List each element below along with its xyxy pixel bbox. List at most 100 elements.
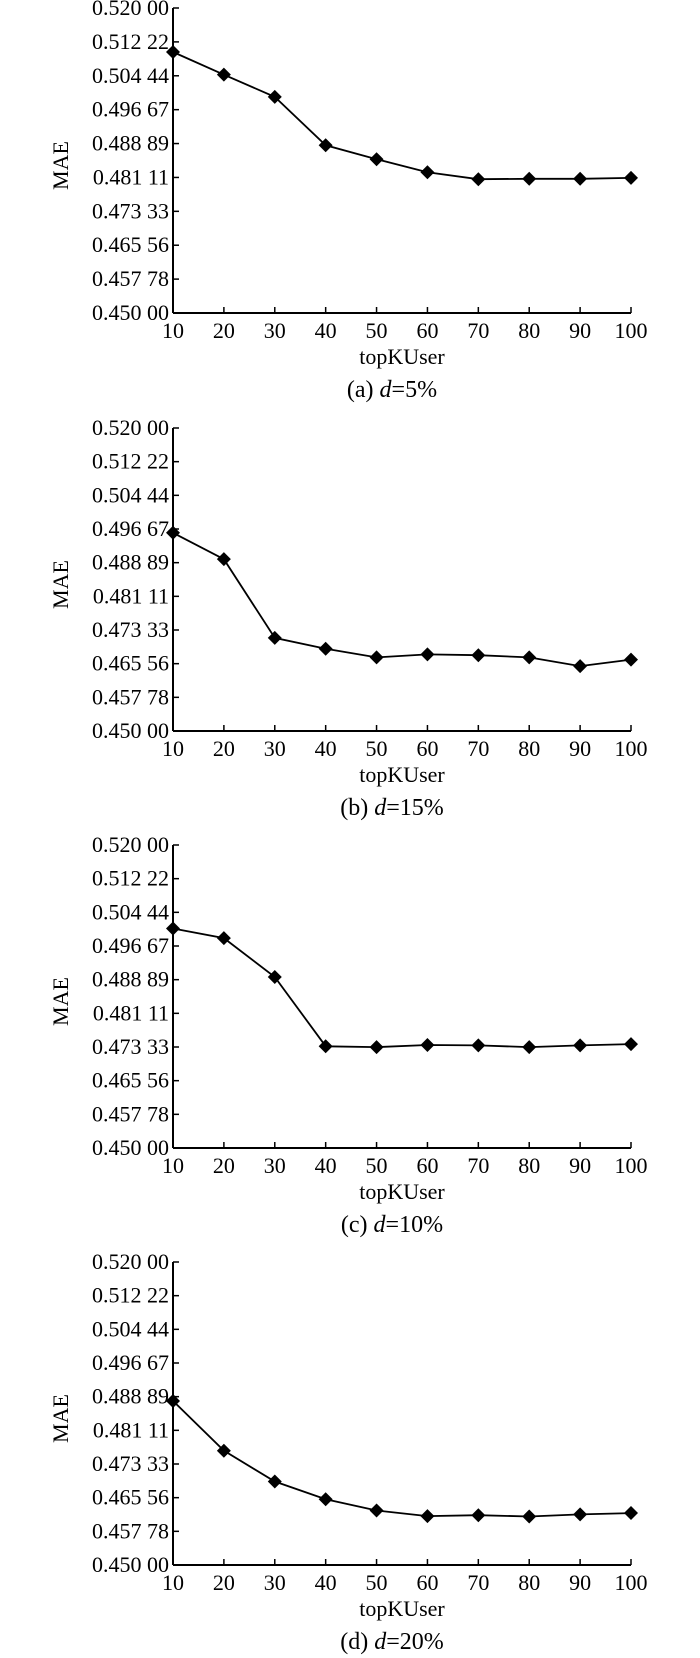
x-tick-label: 90 xyxy=(569,1570,591,1595)
y-tick-label: 0.496 67 xyxy=(92,516,169,541)
series-line xyxy=(172,1400,632,1518)
data-point xyxy=(471,1038,486,1053)
y-tick-label: 0.512 22 xyxy=(92,29,169,54)
data-point xyxy=(573,1507,588,1522)
y-tick-label: 0.496 67 xyxy=(92,97,169,122)
caption-suffix: =10% xyxy=(386,1212,444,1238)
data-point xyxy=(624,170,638,185)
y-tick-label: 0.481 11 xyxy=(93,1000,169,1025)
y-tick-label: 0.450 00 xyxy=(92,1552,169,1577)
data-point xyxy=(267,1474,282,1489)
y-tick-label: 0.488 89 xyxy=(92,1384,169,1409)
y-tick-label: 0.520 00 xyxy=(92,0,169,20)
data-point xyxy=(624,1506,638,1521)
series-line xyxy=(172,532,632,668)
x-tick-label: 10 xyxy=(162,736,184,761)
y-tick-label: 0.473 33 xyxy=(92,1034,169,1059)
x-tick-label: 20 xyxy=(213,736,235,761)
figure-caption: (c) d=10% xyxy=(341,1212,443,1238)
series-line xyxy=(172,927,632,1049)
y-tick-label: 0.488 89 xyxy=(92,131,169,156)
data-point xyxy=(318,1039,333,1054)
data-point xyxy=(471,1508,486,1523)
caption-suffix: =5% xyxy=(392,377,438,403)
x-tick-label: 70 xyxy=(467,1153,489,1178)
caption-suffix: =20% xyxy=(386,1629,444,1655)
y-tick-label: 0.450 00 xyxy=(92,300,169,325)
y-tick-label: 0.520 00 xyxy=(92,415,169,440)
x-tick-label: 30 xyxy=(264,736,286,761)
caption-variable: d xyxy=(374,1212,387,1238)
y-tick-label: 0.481 11 xyxy=(93,1417,169,1442)
data-point xyxy=(624,652,638,667)
caption-variable: d xyxy=(374,795,387,821)
caption-prefix: (b) xyxy=(340,795,374,821)
x-tick-label: 90 xyxy=(569,736,591,761)
data-point xyxy=(522,171,537,186)
y-tick-label: 0.481 11 xyxy=(93,164,169,189)
data-point xyxy=(216,1443,231,1458)
data-point xyxy=(369,152,384,167)
x-tick-label: 40 xyxy=(315,1153,337,1178)
y-tick-label: 0.465 56 xyxy=(92,1485,169,1510)
data-point xyxy=(369,1040,384,1055)
x-tick-label: 20 xyxy=(213,1153,235,1178)
y-tick-label: 0.457 78 xyxy=(92,266,169,291)
x-tick-label: 80 xyxy=(518,1570,540,1595)
data-point xyxy=(624,1037,638,1052)
y-tick-label: 0.504 44 xyxy=(92,899,169,924)
y-tick-label: 0.450 00 xyxy=(92,718,169,743)
data-point xyxy=(420,647,435,662)
x-tick-label: 60 xyxy=(416,1153,438,1178)
chart-panel-d: 0.450 00 0.457 78 0.465 56 0.473 33 0.481 11… xyxy=(48,1249,648,1655)
x-axis-title: topKUser xyxy=(359,762,445,787)
caption-prefix: (a) xyxy=(347,377,380,403)
data-point xyxy=(166,921,180,936)
data-point xyxy=(573,1038,588,1053)
y-tick-label: 0.496 67 xyxy=(92,1350,169,1375)
x-axis-title: topKUser xyxy=(359,1596,445,1621)
y-tick-label: 0.457 78 xyxy=(92,1518,169,1543)
data-point xyxy=(318,138,333,153)
x-tick-label: 90 xyxy=(569,318,591,343)
x-tick-label: 70 xyxy=(467,736,489,761)
x-tick-label: 40 xyxy=(315,318,337,343)
y-tick-label: 0.512 22 xyxy=(92,449,169,474)
data-point xyxy=(522,650,537,665)
y-tick-label: 0.512 22 xyxy=(92,1283,169,1308)
x-tick-label: 70 xyxy=(467,1570,489,1595)
data-point xyxy=(166,45,180,60)
data-point xyxy=(166,525,180,540)
x-tick-label: 30 xyxy=(264,318,286,343)
data-point xyxy=(267,89,282,104)
caption-variable: d xyxy=(374,1629,387,1655)
data-point xyxy=(471,648,486,663)
x-tick-label: 80 xyxy=(518,318,540,343)
x-tick-label: 50 xyxy=(366,1570,388,1595)
x-tick-label: 40 xyxy=(315,1570,337,1595)
y-tick-label: 0.450 00 xyxy=(92,1135,169,1160)
data-point xyxy=(420,165,435,180)
x-tick-label: 10 xyxy=(162,1153,184,1178)
data-point xyxy=(573,171,588,186)
y-tick-label: 0.465 56 xyxy=(92,232,169,257)
data-point xyxy=(267,970,282,985)
y-tick-label: 0.488 89 xyxy=(92,967,169,992)
x-tick-label: 100 xyxy=(615,1153,648,1178)
y-tick-label: 0.520 00 xyxy=(92,1249,169,1274)
y-tick-label: 0.520 00 xyxy=(92,832,169,857)
chart-panel-c: 0.450 00 0.457 78 0.465 56 0.473 33 0.481 11… xyxy=(48,832,648,1238)
y-axis-title: MAE xyxy=(48,141,73,190)
data-point xyxy=(216,552,231,567)
y-tick-label: 0.488 89 xyxy=(92,550,169,575)
y-tick-label: 0.512 22 xyxy=(92,866,169,891)
x-tick-label: 50 xyxy=(366,736,388,761)
x-tick-label: 80 xyxy=(518,736,540,761)
y-tick-label: 0.481 11 xyxy=(93,583,169,608)
x-tick-label: 20 xyxy=(213,1570,235,1595)
x-tick-label: 80 xyxy=(518,1153,540,1178)
x-tick-label: 100 xyxy=(615,1570,648,1595)
figure-caption: (b) d=15% xyxy=(340,795,444,821)
x-tick-label: 60 xyxy=(416,1570,438,1595)
